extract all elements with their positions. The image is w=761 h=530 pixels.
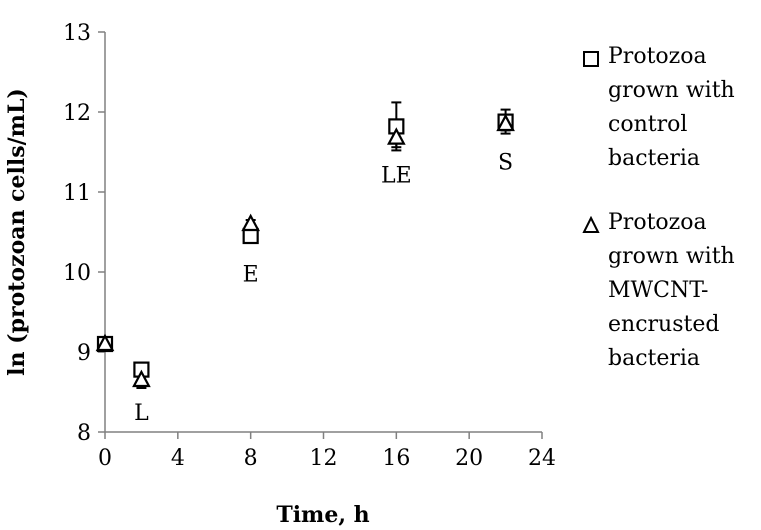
y-tick-label: 12 (63, 101, 91, 126)
legend-label-line: MWCNT- (608, 278, 709, 303)
data-point-triangle (132, 369, 151, 388)
phase-label: LE (381, 163, 412, 188)
x-tick-label: 12 (310, 446, 338, 471)
x-tick-label: 0 (98, 446, 112, 471)
y-tick-label: 9 (77, 341, 91, 366)
legend-label-line: control (608, 112, 688, 137)
legend-label-line: Protozoa (608, 44, 707, 69)
x-axis-title: Time, h (276, 502, 369, 528)
x-axis-ticks: 0 4 8 12 16 20 24 (98, 432, 556, 471)
x-tick-label: 16 (382, 446, 410, 471)
data-point-triangle (496, 113, 515, 132)
phase-label: S (498, 151, 513, 176)
legend-item-control: Protozoa grown with control bacteria (582, 40, 760, 176)
triangle-marker-icon (582, 216, 600, 233)
y-tick-label: 13 (63, 21, 91, 46)
legend: Protozoa grown with control bacteria Pro… (582, 40, 760, 376)
data-point-triangle (241, 213, 261, 232)
legend-label-line: bacteria (608, 146, 701, 171)
legend-label-line: Protozoa (608, 210, 707, 235)
legend-label-line: grown with (608, 78, 735, 103)
data-point-triangle (386, 127, 406, 145)
square-marker-icon (583, 51, 599, 67)
x-tick-label: 8 (244, 446, 258, 471)
x-tick-label: 20 (455, 446, 483, 471)
y-tick-label: 10 (63, 261, 91, 286)
x-tick-label: 4 (171, 446, 185, 471)
legend-label-line: encrusted (608, 312, 720, 337)
error-bars (100, 101, 511, 389)
data-markers (95, 113, 515, 388)
x-tick-label: 24 (528, 446, 556, 471)
y-axis-ticks: 8 9 10 11 12 13 (63, 21, 105, 446)
legend-item-mwcnt: Protozoa grown with MWCNT- encrusted bac… (582, 206, 760, 376)
y-axis-title: ln (protozoan cells/mL) (4, 88, 30, 376)
legend-label-line: grown with (608, 244, 735, 269)
y-tick-label: 8 (77, 421, 91, 446)
phase-label: L (134, 401, 149, 426)
y-tick-label: 11 (63, 181, 91, 206)
phase-label: E (243, 263, 259, 288)
data-point-triangle (95, 333, 115, 352)
legend-label-line: bacteria (608, 346, 701, 371)
